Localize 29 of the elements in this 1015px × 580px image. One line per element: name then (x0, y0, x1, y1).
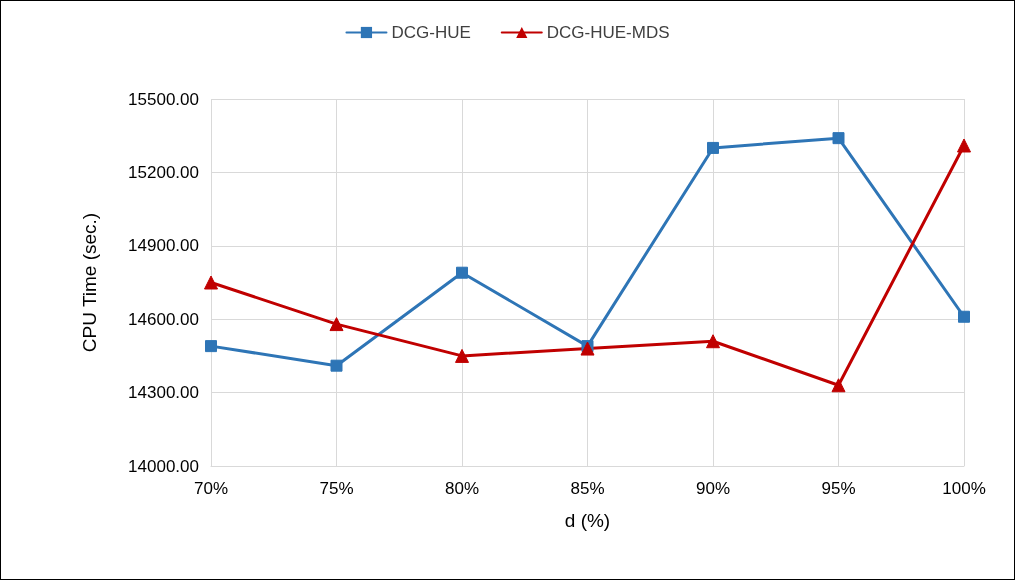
point (204, 275, 218, 290)
x-tick-label: 85% (570, 479, 605, 498)
y-tick-label: 14000.00 (128, 456, 199, 476)
point (329, 317, 344, 332)
point (832, 132, 845, 145)
point (456, 266, 468, 279)
point (957, 138, 971, 153)
y-tick-label: 14300.00 (128, 383, 199, 403)
point (707, 141, 719, 154)
x-tick-label: 90% (695, 479, 731, 498)
x-axis-title: d (%) (564, 510, 611, 531)
x-tick-label: 70% (193, 479, 229, 498)
y-tick-label: 14900.00 (128, 236, 199, 256)
x-tick-label: 95% (821, 479, 856, 498)
x-tick-label: 100% (942, 479, 986, 498)
y-tick-label: 15500.00 (128, 89, 199, 109)
point (706, 334, 720, 349)
legend-label: DCG-HUE-MDS (546, 23, 670, 42)
x-tick-label: 80% (444, 479, 480, 498)
point (958, 310, 970, 323)
point (330, 359, 343, 372)
y-axis-title: CPU Time (sec.) (79, 212, 100, 353)
y-tick-label: 14600.00 (128, 309, 199, 329)
point (831, 378, 846, 393)
point (455, 348, 469, 363)
legend-label: DCG-HUE (391, 23, 471, 42)
x-tick-label: 75% (319, 479, 354, 498)
point (205, 340, 217, 353)
y-tick-label: 15200.00 (128, 162, 199, 182)
